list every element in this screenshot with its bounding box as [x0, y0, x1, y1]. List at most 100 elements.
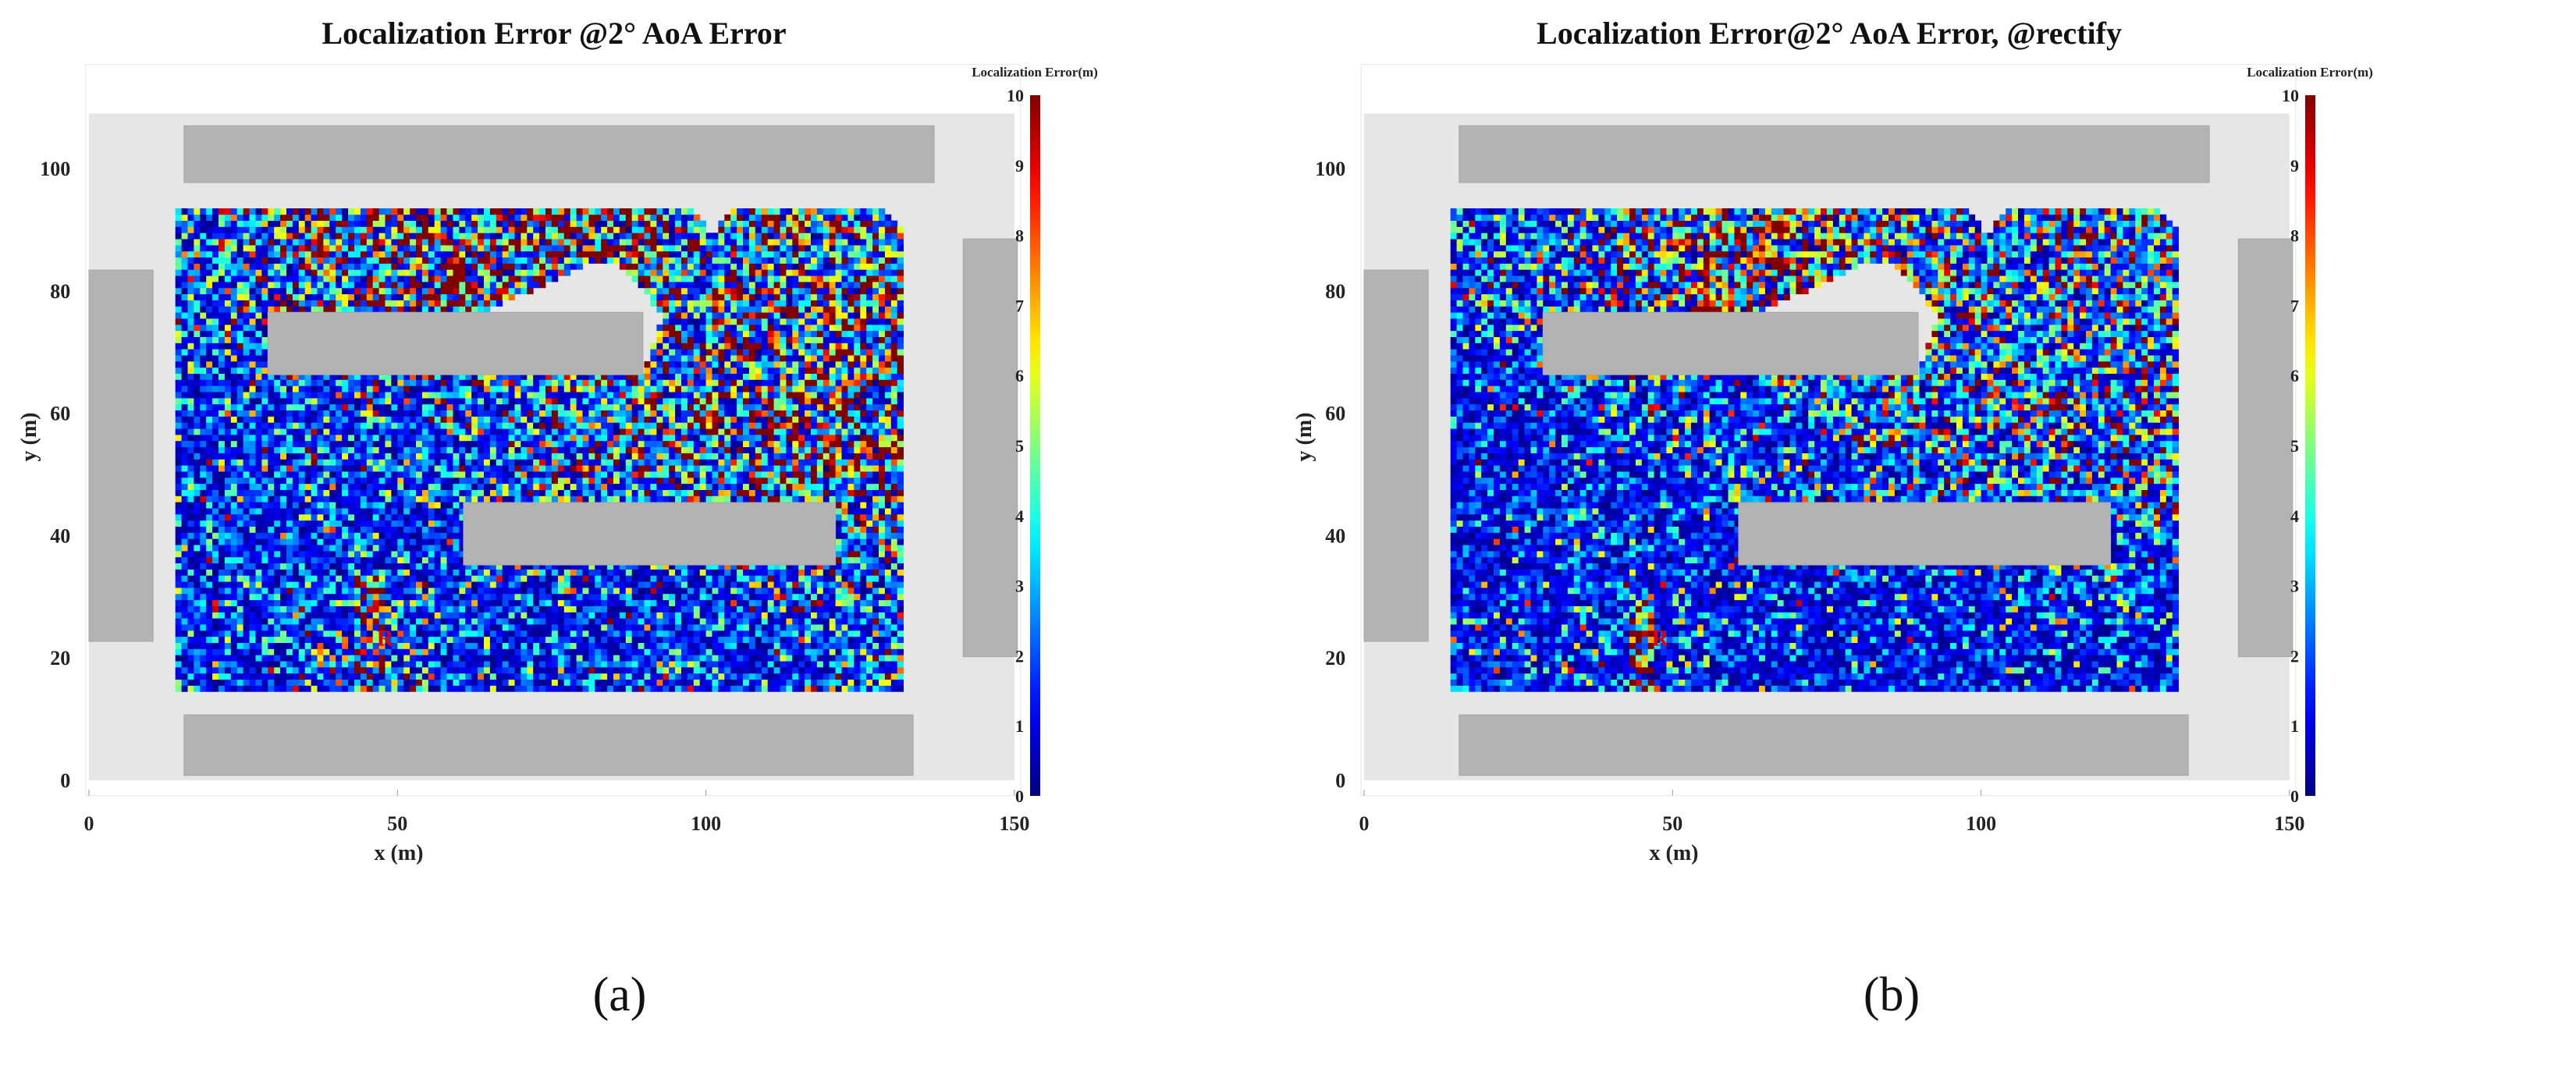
- heatmap-cell: [261, 636, 268, 643]
- heatmap-cell: [841, 618, 848, 625]
- heatmap-cell: [181, 514, 188, 521]
- heatmap-cell: [699, 495, 706, 503]
- heatmap-cell: [860, 618, 867, 625]
- heatmap-cell: [545, 673, 553, 680]
- heatmap-cell: [669, 453, 676, 460]
- heatmap-cell: [619, 435, 627, 442]
- heatmap-cell: [397, 545, 404, 552]
- heatmap-cell: [712, 465, 719, 472]
- heatmap-cell: [805, 588, 812, 595]
- heatmap-cell: [489, 642, 497, 649]
- heatmap-cell: [681, 606, 688, 613]
- heatmap-cell: [311, 471, 318, 478]
- heatmap-cell: [718, 477, 725, 485]
- heatmap-cell: [514, 636, 521, 643]
- heatmap-cell: [329, 618, 336, 625]
- heatmap-cell: [650, 403, 657, 410]
- heatmap-cell: [286, 648, 293, 655]
- heatmap-cell: [693, 588, 701, 595]
- heatmap-cell: [348, 465, 355, 472]
- heatmap-cell: [323, 471, 330, 478]
- heatmap-cell: [835, 403, 842, 410]
- heatmap-cell: [230, 667, 238, 674]
- heatmap-cell: [459, 471, 466, 478]
- heatmap-cell: [656, 642, 663, 649]
- heatmap-cell: [563, 648, 571, 655]
- heatmap-cell: [317, 606, 324, 613]
- heatmap-cell: [557, 477, 565, 485]
- heatmap-cell: [230, 618, 238, 625]
- heatmap-cell: [551, 606, 559, 613]
- heatmap-cell: [761, 630, 769, 637]
- heatmap-cell: [699, 446, 706, 453]
- heatmap-cell: [181, 526, 188, 533]
- heatmap-cell: [890, 428, 898, 435]
- heatmap-cell: [403, 508, 410, 515]
- heatmap-cell: [872, 538, 879, 545]
- heatmap-cell: [428, 489, 435, 496]
- heatmap-cell: [539, 667, 546, 674]
- heatmap-cell: [230, 422, 238, 429]
- heatmap-cell: [255, 403, 262, 410]
- heatmap-cell: [582, 661, 589, 668]
- heatmap-cell: [428, 538, 435, 545]
- heatmap-cell: [866, 563, 873, 570]
- heatmap-cell: [336, 410, 343, 417]
- heatmap-cell: [187, 526, 194, 533]
- heatmap-cell: [786, 483, 793, 490]
- heatmap-cell: [478, 648, 485, 655]
- heatmap-cell: [767, 655, 774, 662]
- heatmap-cell: [236, 630, 243, 637]
- heatmap-cell: [298, 416, 306, 423]
- heatmap-cell: [397, 667, 404, 674]
- heatmap-cell: [249, 624, 256, 631]
- heatmap-cell: [823, 495, 830, 503]
- heatmap-cell: [755, 648, 762, 655]
- heatmap-cell: [884, 661, 892, 668]
- heatmap-cell: [508, 661, 515, 668]
- heatmap-cell: [440, 532, 447, 539]
- heatmap-cell: [545, 655, 553, 662]
- heatmap-cell: [219, 624, 226, 631]
- heatmap-cell: [187, 630, 194, 637]
- heatmap-cell: [872, 593, 879, 601]
- heatmap-cell: [255, 465, 262, 472]
- heatmap-cell: [261, 648, 268, 655]
- heatmap-cell: [496, 483, 503, 490]
- heatmap-cell: [866, 655, 873, 662]
- heatmap-cell: [219, 446, 226, 453]
- heatmap-cell: [354, 428, 361, 435]
- heatmap-cell: [255, 648, 262, 655]
- heatmap-cell: [551, 685, 559, 692]
- heatmap-cell: [687, 495, 695, 503]
- heatmap-cell: [453, 612, 460, 619]
- heatmap-cell: [219, 477, 226, 485]
- heatmap-cell: [687, 440, 695, 448]
- heatmap-cell: [268, 520, 275, 527]
- heatmap-cell: [219, 673, 226, 680]
- heatmap-cell: [261, 398, 268, 405]
- heatmap-cell: [416, 624, 423, 631]
- heatmap-cell: [440, 489, 447, 496]
- heatmap-cell: [224, 471, 232, 478]
- heatmap-cell: [748, 435, 756, 442]
- heatmap-cell: [181, 593, 188, 601]
- heatmap-cell: [644, 428, 651, 435]
- heatmap-cell: [607, 661, 614, 668]
- heatmap-cell: [533, 636, 540, 643]
- heatmap-cell: [879, 532, 886, 539]
- heatmap-cell: [187, 593, 194, 601]
- heatmap-cell: [551, 588, 559, 595]
- heatmap-cell: [311, 593, 318, 601]
- heatmap-cell: [854, 636, 861, 643]
- heatmap-cell: [391, 630, 398, 637]
- heatmap-cell: [693, 618, 701, 625]
- heatmap-cell: [298, 593, 306, 601]
- heatmap-cell: [219, 618, 226, 625]
- heatmap-cell: [243, 520, 250, 527]
- heatmap-cell: [601, 673, 608, 680]
- heatmap-cell: [342, 569, 349, 576]
- heatmap-cell: [496, 667, 503, 674]
- heatmap-cell: [372, 563, 379, 570]
- heatmap-cell: [323, 556, 330, 563]
